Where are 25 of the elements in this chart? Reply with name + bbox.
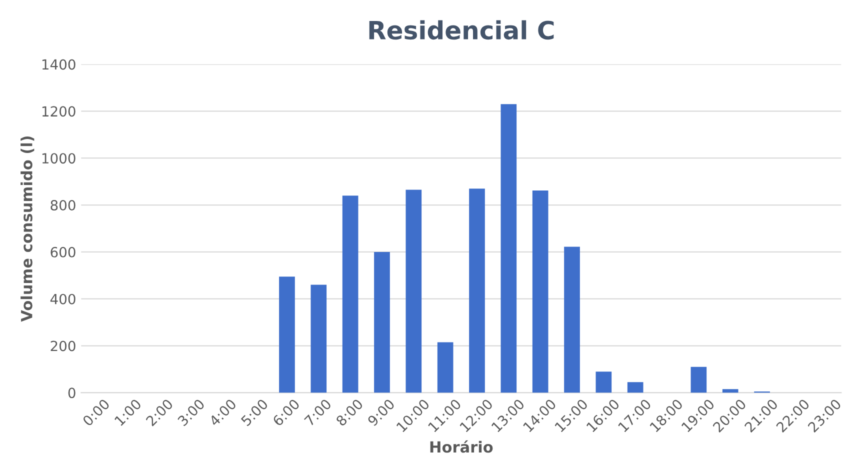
y-axis-title: Volume consumido (l) [20, 136, 34, 322]
bar [279, 276, 295, 393]
y-tick-label: 1200 [42, 106, 76, 117]
y-tick-label: 200 [50, 340, 76, 352]
y-tick-label: 1000 [42, 153, 76, 164]
y-tick-label: 1400 [42, 59, 76, 70]
bar [532, 190, 548, 393]
chart-title: Residencial C [369, 20, 554, 40]
bar [564, 246, 580, 393]
x-axis-title: Horário [430, 440, 493, 453]
y-tick-label: 0 [68, 388, 76, 398]
bar [627, 382, 644, 393]
bar [437, 342, 454, 393]
y-tick-label: 400 [50, 294, 76, 304]
bar [374, 252, 390, 393]
bar [310, 284, 327, 393]
bar [406, 190, 422, 393]
bar [500, 104, 517, 393]
bar [342, 196, 358, 393]
y-tick-label: 800 [50, 200, 76, 210]
bar [722, 389, 738, 393]
bar [690, 366, 707, 393]
bar [469, 188, 485, 393]
y-tick-label: 600 [50, 246, 76, 258]
bar [596, 372, 612, 393]
